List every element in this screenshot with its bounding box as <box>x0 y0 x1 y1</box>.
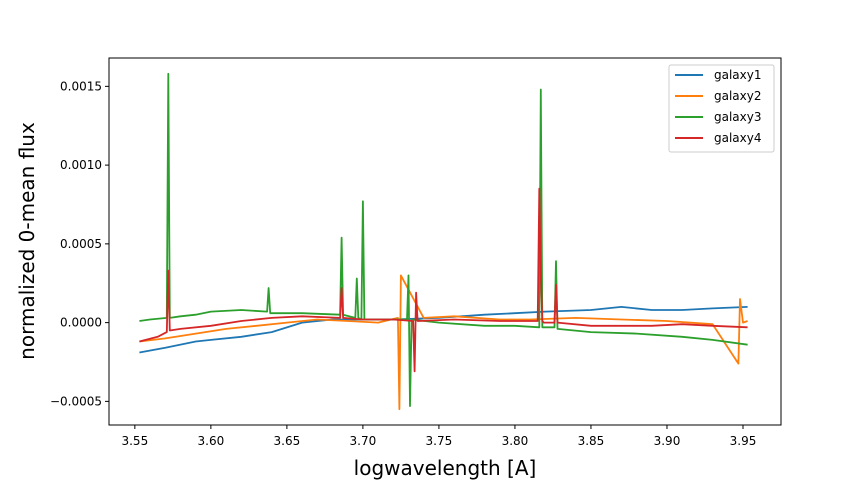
series-layer <box>139 72 748 411</box>
y-tick-label: 0.0015 <box>60 79 102 93</box>
legend-box <box>668 64 775 153</box>
legend: galaxy1 galaxy2 galaxy3 galaxy4 <box>668 64 775 153</box>
x-tick-label: 3.65 <box>274 434 301 448</box>
legend-label-galaxy1: galaxy1 <box>714 68 762 82</box>
legend-items: galaxy1 galaxy2 galaxy3 galaxy4 <box>675 68 762 145</box>
legend-label-galaxy3: galaxy3 <box>714 110 762 124</box>
x-tick-label: 3.90 <box>654 434 681 448</box>
legend-label-galaxy4: galaxy4 <box>714 131 762 145</box>
x-tick-label: 3.85 <box>578 434 605 448</box>
x-axis-label: logwavelength [A] <box>354 456 537 480</box>
x-tick-label: 3.75 <box>426 434 453 448</box>
plot-frame <box>108 57 782 426</box>
series-line-galaxy2 <box>139 274 748 411</box>
x-tick-label: 3.55 <box>121 434 148 448</box>
y-tick-label: −0.0005 <box>50 394 102 408</box>
y-axis: −0.0005 0.0000 0.0005 0.0010 0.0015 <box>50 79 109 408</box>
y-tick-label: 0.0000 <box>60 316 102 330</box>
series-line-galaxy4 <box>139 187 748 373</box>
y-tick-label: 0.0010 <box>60 158 102 172</box>
x-tick-label: 3.95 <box>730 434 757 448</box>
x-tick-label: 3.80 <box>502 434 529 448</box>
legend-label-galaxy2: galaxy2 <box>714 89 762 103</box>
x-tick-label: 3.60 <box>198 434 225 448</box>
y-axis-label: normalized 0-mean flux <box>15 122 39 360</box>
x-tick-label: 3.70 <box>350 434 377 448</box>
y-tick-label: 0.0005 <box>60 237 102 251</box>
x-axis: 3.55 3.60 3.65 3.70 3.75 3.80 3.85 3.90 3.95 <box>121 425 756 448</box>
